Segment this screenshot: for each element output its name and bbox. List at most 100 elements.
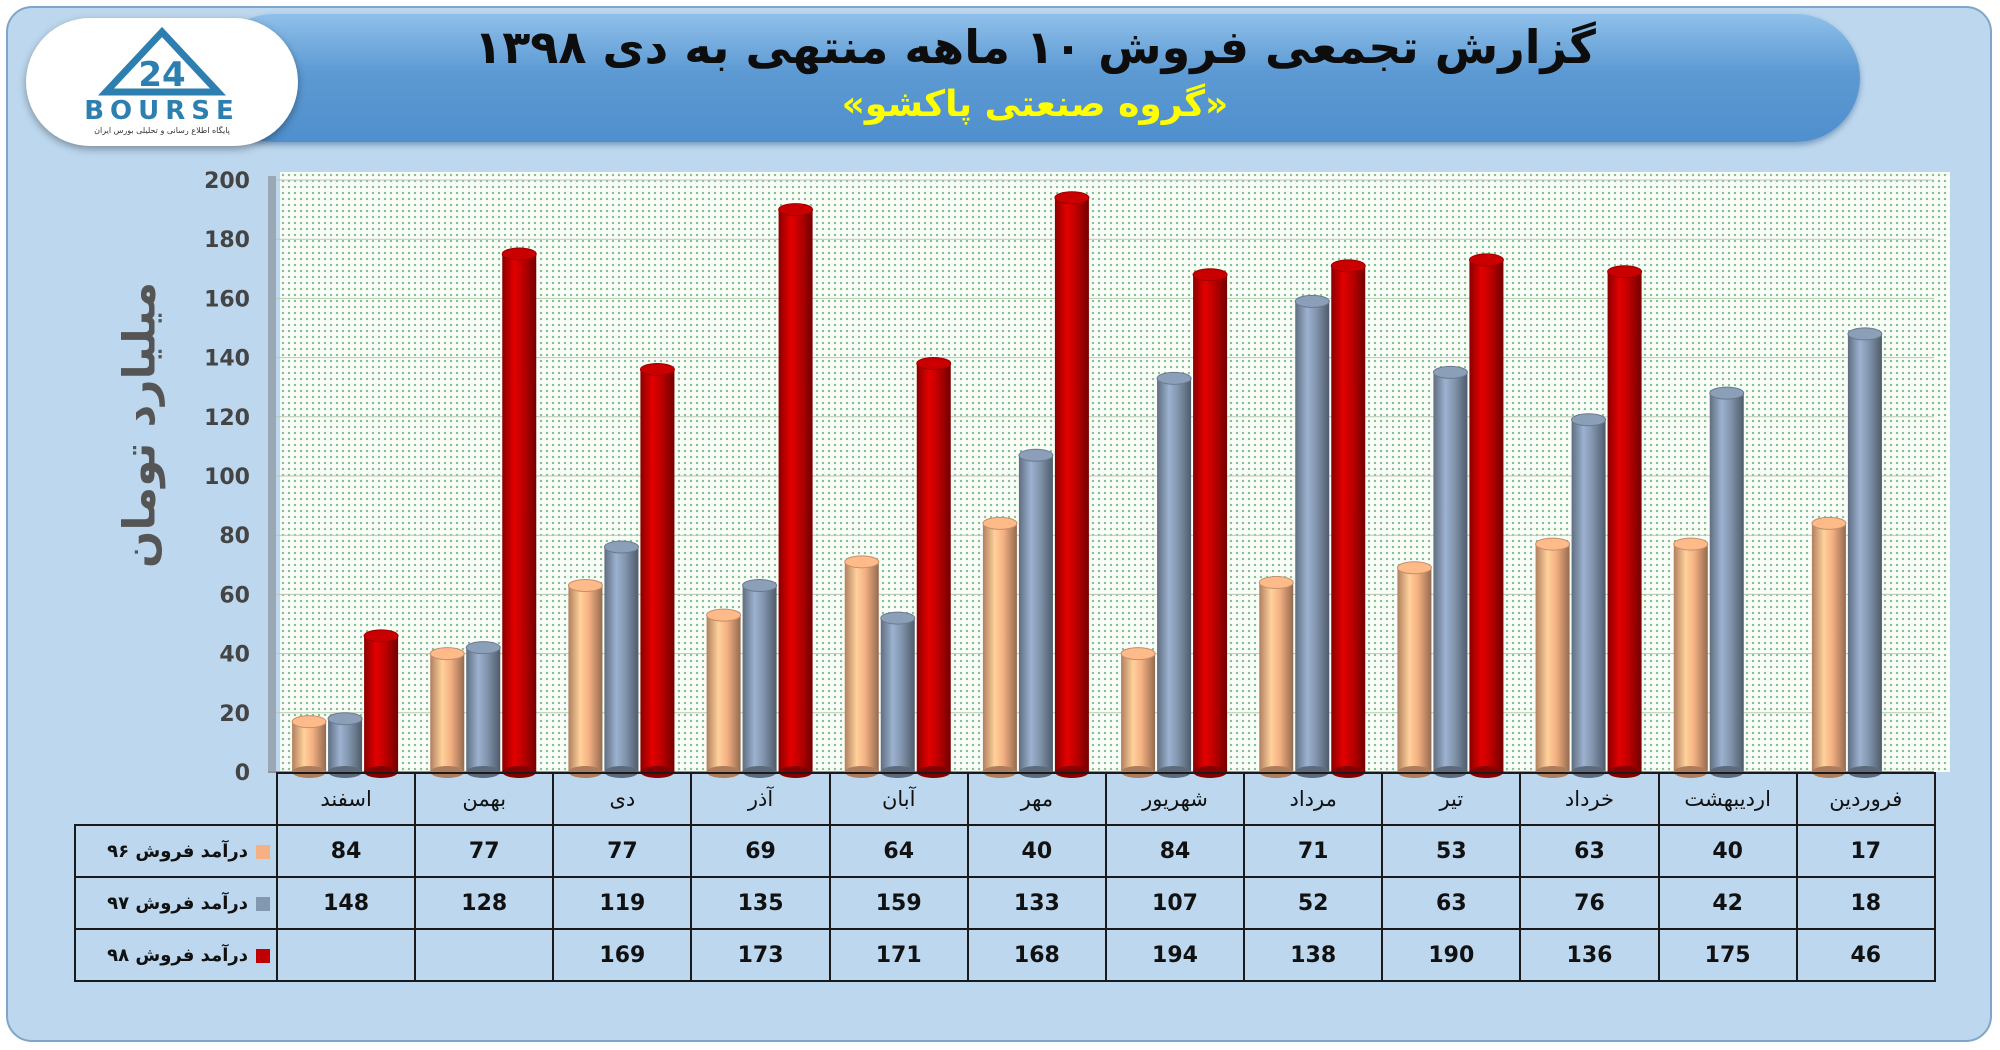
- logo-mark-icon: 24: [97, 26, 227, 96]
- data-label: 136: [1519, 928, 1660, 982]
- legend-label: درآمد فروش ۹۶: [107, 840, 248, 862]
- data-label: 77: [552, 824, 693, 878]
- title-banner: گزارش تجمعی فروش ۱۰ ماهه منتهی به دی ۱۳۹…: [210, 14, 1860, 142]
- data-label: 169: [552, 928, 693, 982]
- bar-top: [1330, 259, 1366, 273]
- data-label: 190: [1381, 928, 1522, 982]
- table-corner: [75, 773, 278, 825]
- y-tick-label: 100: [204, 465, 250, 490]
- legend-label: درآمد فروش ۹۷: [107, 892, 248, 914]
- legend-swatch: [256, 896, 270, 911]
- bar: [982, 523, 1017, 772]
- bar: [466, 647, 501, 772]
- bar-top: [1120, 647, 1156, 661]
- bar-top: [567, 579, 603, 593]
- data-label: 52: [1243, 876, 1384, 930]
- data-label: 84: [275, 824, 417, 878]
- bar: [742, 585, 777, 772]
- legend-swatch: [256, 844, 270, 859]
- x-category-label: بهمن: [414, 772, 555, 826]
- logo-wordmark: BOURSE: [84, 96, 240, 126]
- data-label: 40: [1657, 824, 1798, 878]
- bar-top: [844, 555, 880, 569]
- bar: [640, 369, 675, 772]
- bar: [916, 363, 951, 772]
- bar: [1295, 301, 1330, 772]
- y-axis-wall: [268, 176, 276, 772]
- data-label: 17: [1795, 824, 1936, 878]
- y-tick-label: 200: [204, 169, 250, 194]
- bar-top: [1192, 268, 1228, 282]
- bar: [1121, 653, 1156, 772]
- bar-top: [916, 357, 952, 371]
- data-label: 168: [966, 928, 1107, 982]
- bar-top: [1054, 191, 1090, 205]
- bar-top: [465, 641, 501, 655]
- x-category-label: آبان: [828, 772, 969, 826]
- bar-top: [1432, 365, 1468, 379]
- bar: [1054, 197, 1089, 772]
- data-label: 53: [1381, 824, 1522, 878]
- data-label: 135: [690, 876, 831, 930]
- data-label: 42: [1657, 876, 1798, 930]
- data-label: 69: [690, 824, 831, 878]
- bar-top: [742, 579, 778, 593]
- bar-top: [1018, 448, 1054, 462]
- bar-top: [1571, 413, 1607, 427]
- bar-top: [1396, 561, 1432, 575]
- bar-top: [1156, 371, 1192, 385]
- bar: [364, 635, 399, 772]
- bar: [1018, 455, 1053, 772]
- bar: [1847, 333, 1882, 772]
- data-label: 76: [1519, 876, 1660, 930]
- legend-entry: درآمد فروش ۹۶: [74, 824, 278, 878]
- x-category-label: دی: [552, 772, 693, 826]
- y-tick-label: 20: [219, 702, 250, 727]
- bar-top: [1607, 265, 1643, 279]
- bar: [328, 718, 363, 772]
- bar: [604, 547, 639, 772]
- bar-top: [429, 647, 465, 661]
- bar: [1535, 544, 1570, 772]
- bar-top: [706, 608, 742, 622]
- plot-area: [280, 172, 1950, 772]
- x-category-label: تیر: [1381, 772, 1522, 826]
- data-table: اسفند بهمن دی آذر آبان مهر شهریور مرداد تیر خرداد…: [74, 772, 1936, 982]
- x-category-label: خرداد: [1519, 772, 1660, 826]
- bar: [1607, 271, 1642, 772]
- bar: [1709, 393, 1744, 772]
- bar: [502, 254, 537, 772]
- bar: [1571, 419, 1606, 772]
- bar-top: [1847, 327, 1883, 341]
- bar-top: [1258, 576, 1294, 590]
- legend-swatch: [256, 948, 270, 963]
- data-label: 171: [828, 928, 969, 982]
- data-label: [275, 928, 417, 982]
- data-label: 46: [1795, 928, 1936, 982]
- bar: [1433, 372, 1468, 772]
- x-category-label: شهریور: [1104, 772, 1246, 826]
- bar-top: [363, 629, 399, 643]
- y-tick-label: 80: [219, 524, 250, 549]
- data-label: 128: [414, 876, 555, 930]
- data-label: [414, 928, 555, 982]
- data-label: 84: [1104, 824, 1246, 878]
- bar-top: [639, 362, 675, 376]
- data-label: 63: [1519, 824, 1660, 878]
- data-label: 63: [1381, 876, 1522, 930]
- bar: [1469, 259, 1504, 772]
- bar: [430, 653, 465, 772]
- data-label: 175: [1657, 928, 1798, 982]
- x-category-label: فروردین: [1795, 772, 1936, 826]
- data-label: 148: [275, 876, 417, 930]
- bar: [1811, 523, 1846, 772]
- legend-entry: درآمد فروش ۹۸: [74, 928, 278, 982]
- data-label: 119: [552, 876, 693, 930]
- x-category-label: اسفند: [275, 772, 417, 826]
- bar-top: [982, 516, 1018, 530]
- y-tick-label: 140: [204, 347, 250, 372]
- bar-top: [1673, 537, 1709, 551]
- y-tick-label: 120: [204, 406, 250, 431]
- logo-tagline: پایگاه اطلاع رسانی و تحلیلی بورس ایران: [94, 126, 230, 135]
- bar-top: [1709, 386, 1745, 400]
